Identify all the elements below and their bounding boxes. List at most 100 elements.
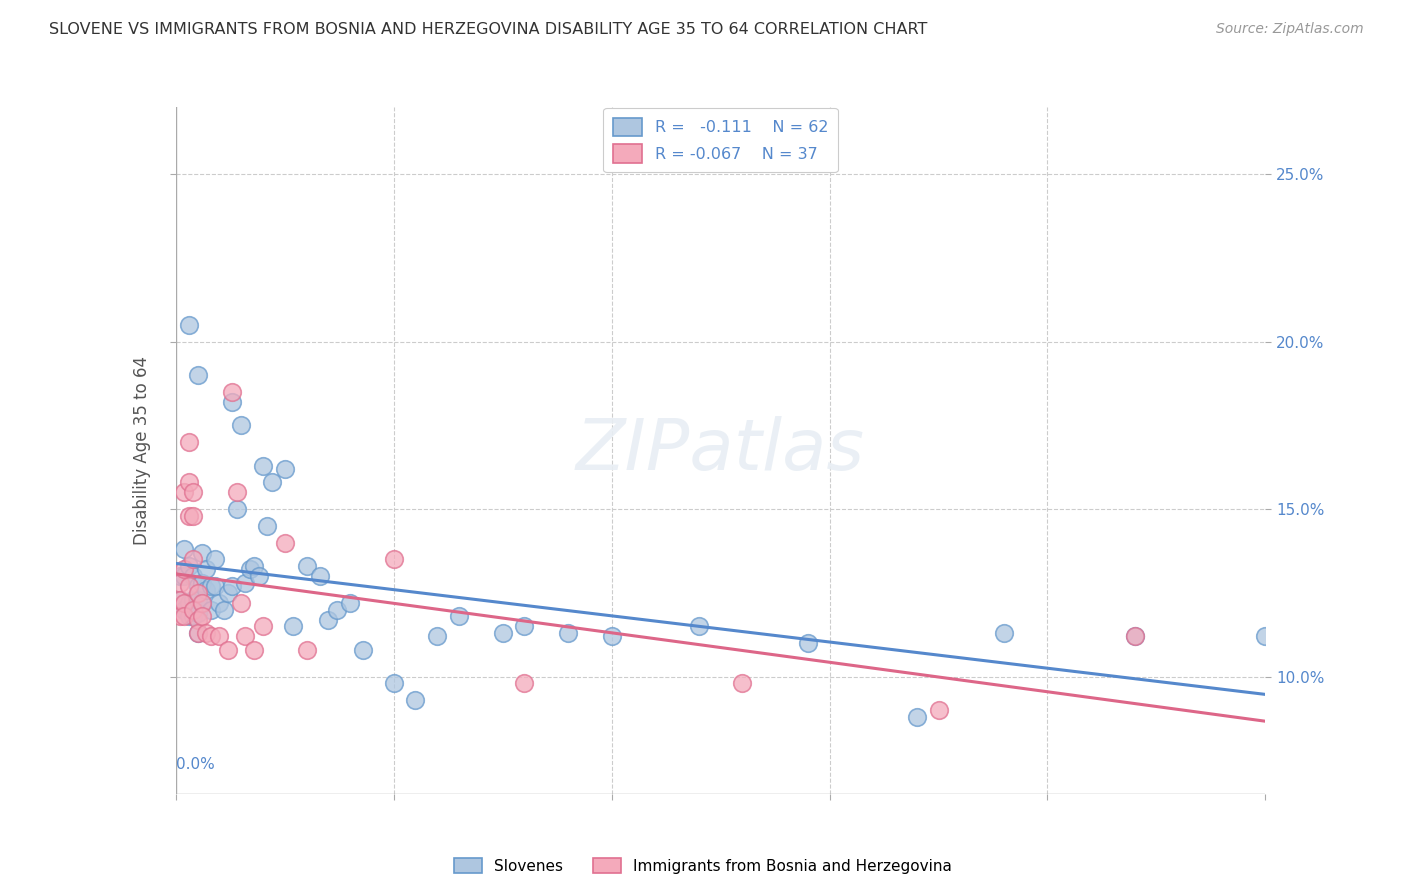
Point	[274, 535, 297, 549]
Point	[256, 519, 278, 533]
Point	[352, 642, 374, 657]
Point	[212, 602, 235, 616]
Point	[173, 602, 195, 616]
Point	[447, 609, 470, 624]
Point	[295, 559, 318, 574]
Point	[600, 629, 623, 643]
Legend: R =   -0.111    N = 62, R = -0.067    N = 37: R = -0.111 N = 62, R = -0.067 N = 37	[603, 108, 838, 172]
Point	[195, 582, 218, 597]
Point	[191, 575, 214, 590]
Point	[191, 609, 214, 624]
Point	[181, 569, 204, 583]
Point	[928, 703, 950, 717]
Point	[177, 508, 200, 523]
Point	[186, 592, 209, 607]
Point	[283, 619, 305, 633]
Point	[181, 592, 204, 607]
Point	[796, 636, 818, 650]
Point	[274, 462, 297, 476]
Point	[557, 626, 579, 640]
Point	[204, 579, 226, 593]
Point	[186, 613, 209, 627]
Point	[208, 596, 231, 610]
Point	[426, 629, 449, 643]
Point	[177, 609, 200, 624]
Text: Source: ZipAtlas.com: Source: ZipAtlas.com	[1216, 22, 1364, 37]
Point	[181, 609, 204, 624]
Y-axis label: Disability Age 35 to 64: Disability Age 35 to 64	[134, 356, 152, 545]
Point	[295, 642, 318, 657]
Point	[243, 559, 266, 574]
Point	[688, 619, 710, 633]
Point	[239, 562, 262, 576]
Point	[173, 569, 195, 583]
Point	[169, 609, 191, 624]
Point	[195, 626, 218, 640]
Point	[191, 596, 214, 610]
Point	[204, 552, 226, 566]
Point	[243, 642, 266, 657]
Point	[339, 596, 361, 610]
Point	[221, 384, 243, 399]
Point	[326, 602, 349, 616]
Point	[186, 626, 209, 640]
Point	[195, 562, 218, 576]
Point	[225, 485, 247, 500]
Point	[993, 626, 1015, 640]
Point	[186, 626, 209, 640]
Point	[382, 552, 405, 566]
Point	[173, 542, 195, 557]
Point	[247, 569, 270, 583]
Point	[186, 606, 209, 620]
Point	[186, 579, 209, 593]
Point	[186, 586, 209, 600]
Point	[177, 596, 200, 610]
Point	[181, 508, 204, 523]
Legend: Slovenes, Immigrants from Bosnia and Herzegovina: Slovenes, Immigrants from Bosnia and Her…	[449, 852, 957, 880]
Point	[191, 596, 214, 610]
Point	[513, 676, 536, 690]
Point	[221, 395, 243, 409]
Point	[181, 552, 204, 566]
Point	[173, 609, 195, 624]
Point	[731, 676, 754, 690]
Point	[1254, 629, 1277, 643]
Point	[200, 579, 222, 593]
Point	[252, 458, 274, 473]
Point	[235, 629, 257, 643]
Point	[191, 546, 214, 560]
Point	[177, 579, 200, 593]
Point	[1123, 629, 1146, 643]
Point	[177, 318, 200, 332]
Point	[318, 613, 340, 627]
Point	[231, 418, 253, 433]
Point	[200, 602, 222, 616]
Point	[513, 619, 536, 633]
Point	[208, 629, 231, 643]
Point	[217, 586, 239, 600]
Point	[225, 502, 247, 516]
Point	[231, 596, 253, 610]
Point	[177, 435, 200, 450]
Text: 0.0%: 0.0%	[176, 757, 215, 772]
Point	[181, 602, 204, 616]
Point	[169, 575, 191, 590]
Point	[217, 642, 239, 657]
Point	[181, 485, 204, 500]
Point	[200, 629, 222, 643]
Text: ZIPatlas: ZIPatlas	[576, 416, 865, 485]
Point	[260, 475, 283, 490]
Point	[186, 368, 209, 382]
Point	[169, 592, 191, 607]
Point	[221, 579, 243, 593]
Point	[492, 626, 515, 640]
Point	[173, 485, 195, 500]
Point	[252, 619, 274, 633]
Point	[169, 592, 191, 607]
Point	[169, 569, 191, 583]
Point	[1123, 629, 1146, 643]
Point	[173, 596, 195, 610]
Point	[177, 475, 200, 490]
Point	[905, 710, 928, 724]
Point	[308, 569, 330, 583]
